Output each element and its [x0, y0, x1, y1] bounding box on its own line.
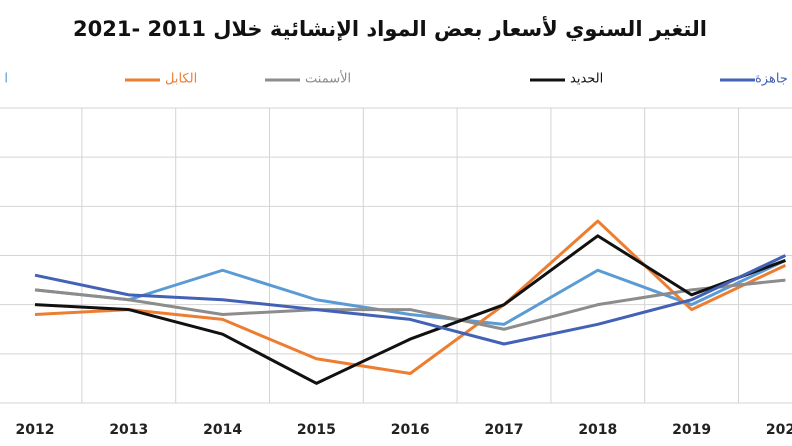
chart-title: التغير السنوي لأسعار بعض المواد الإنشائي… — [73, 15, 707, 42]
x-tick-label: 2017 — [485, 422, 524, 438]
series-line — [34, 259, 787, 326]
x-tick-label: 2015 — [297, 422, 336, 438]
x-tick-label: 2013 — [109, 422, 148, 438]
x-tick-label: 2014 — [203, 422, 242, 438]
x-tick-label: 2012 — [16, 422, 55, 438]
legend-label: الحديد — [570, 72, 603, 87]
legend-label: جاهزة — [755, 72, 788, 87]
x-tick-label: 2016 — [391, 422, 430, 438]
legend-label: ا — [4, 72, 8, 87]
series-line — [34, 234, 786, 385]
x-tick-label: 2019 — [672, 422, 711, 438]
series-line — [34, 278, 786, 331]
series-line — [34, 254, 787, 346]
series-line — [34, 219, 787, 375]
x-tick-label: 2020 — [766, 422, 792, 438]
legend-label: الأسمنت — [305, 70, 351, 87]
x-tick-label: 2018 — [578, 422, 617, 438]
legend-label: الكابل — [165, 72, 197, 87]
